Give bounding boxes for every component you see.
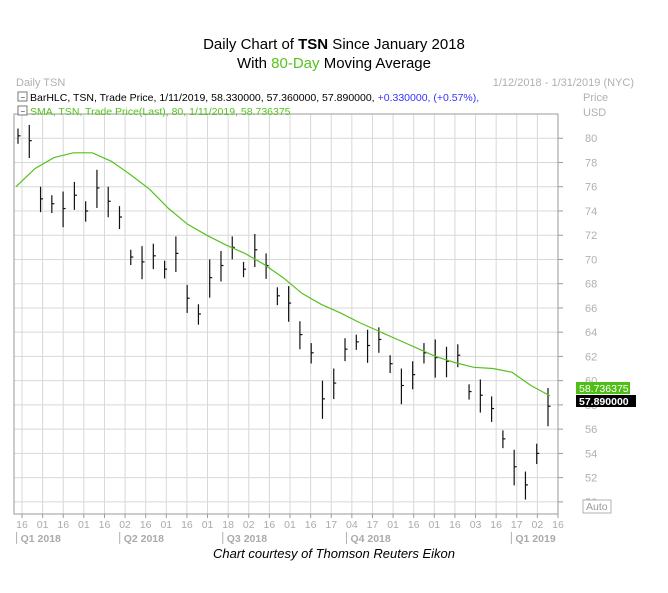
quarter-label: Q1 2019 bbox=[515, 533, 555, 545]
x-tick-label: 16 bbox=[305, 519, 317, 531]
y-tick-label: 56 bbox=[585, 424, 597, 436]
price-axis-label: Price bbox=[583, 92, 608, 104]
x-tick-label: 16 bbox=[99, 519, 111, 531]
x-axis-ticks: 16 01 16 01 16 02 16 01 16 01 18 02 16 01 16 17 04 17 01 16… bbox=[16, 514, 564, 531]
x-tick-label: 16 bbox=[449, 519, 461, 531]
plot-frame bbox=[13, 113, 559, 515]
legend-bar-text: BarHLC, TSN, Trade Price, 1/11/2019, 58.… bbox=[30, 92, 375, 104]
x-tick-label: 16 bbox=[140, 519, 152, 531]
legend-bar-icon bbox=[17, 91, 28, 102]
date-range: 1/12/2018 - 1/31/2019 (NYC) bbox=[493, 77, 634, 89]
legend-bar-change: +0.330000, (+0.57%), bbox=[378, 92, 480, 104]
close-value-text: 57.890000 bbox=[579, 396, 629, 408]
x-tick-label: 17 bbox=[325, 519, 337, 531]
x-tick-label: 01 bbox=[160, 519, 172, 531]
legend-sma-icon bbox=[17, 105, 28, 116]
x-axis-quarters: Q1 2018 Q2 2018 Q3 2018 Q4 2018 Q1 2019 bbox=[16, 532, 556, 545]
y-tick-label: 66 bbox=[585, 303, 597, 315]
auto-scale-label: Auto bbox=[586, 501, 608, 513]
legend-bar-icon-glyph: − bbox=[21, 93, 26, 102]
quarter-label: Q1 2018 bbox=[21, 533, 61, 545]
chart-title-line2: With 80-Day Moving Average bbox=[0, 55, 668, 72]
y-tick-label: 72 bbox=[585, 230, 597, 242]
legend-sma-icon-glyph: − bbox=[21, 107, 26, 116]
quarter-label: Q4 2018 bbox=[350, 533, 390, 545]
x-tick-label: 01 bbox=[78, 519, 90, 531]
x-tick-label: 16 bbox=[264, 519, 276, 531]
x-tick-label: 16 bbox=[57, 519, 69, 531]
x-tick-label: 17 bbox=[511, 519, 523, 531]
sma-line bbox=[15, 152, 551, 397]
x-tick-label: 01 bbox=[37, 519, 49, 531]
y-tick-label: 70 bbox=[585, 254, 597, 266]
y-tick-label: 80 bbox=[585, 133, 597, 145]
chart-credit: Chart courtesy of Thomson Reuters Eikon bbox=[212, 546, 456, 561]
sma-value-text: 58.736375 bbox=[579, 383, 629, 395]
x-tick-label: 16 bbox=[408, 519, 420, 531]
x-tick-label: 01 bbox=[428, 519, 440, 531]
subtitle-highlight: 80-Day bbox=[271, 55, 320, 72]
x-tick-label: 17 bbox=[367, 519, 379, 531]
x-tick-label: 16 bbox=[16, 519, 28, 531]
price-bars bbox=[17, 124, 551, 500]
legend-sma-text: SMA, TSN, Trade Price(Last), 80, 1/11/20… bbox=[30, 106, 291, 118]
title-prefix: Daily Chart of bbox=[203, 36, 299, 53]
x-tick-label: 01 bbox=[202, 519, 214, 531]
x-tick-label: 02 bbox=[119, 519, 131, 531]
sma-value-tag bbox=[576, 382, 630, 394]
quarter-label: Q2 2018 bbox=[124, 533, 164, 545]
title-ticker: TSN bbox=[298, 36, 329, 53]
panel-name: Daily TSN bbox=[16, 77, 65, 89]
x-tick-label: 02 bbox=[532, 519, 544, 531]
title-suffix: Since January 2018 bbox=[328, 36, 465, 53]
y-axis-ticks: 50525456586062646668707274767880 bbox=[558, 133, 597, 509]
y-tick-label: 52 bbox=[585, 473, 597, 485]
currency-label: USD bbox=[583, 107, 606, 119]
grid-lines bbox=[14, 114, 559, 514]
legend-bar-line: BarHLC, TSN, Trade Price, 1/11/2019, 58.… bbox=[30, 92, 479, 104]
x-tick-label: 16 bbox=[552, 519, 564, 531]
auto-scale-button[interactable] bbox=[582, 499, 612, 514]
x-tick-label: 03 bbox=[470, 519, 482, 531]
x-tick-label: 16 bbox=[490, 519, 502, 531]
x-tick-label: 16 bbox=[181, 519, 193, 531]
x-tick-label: 18 bbox=[222, 519, 234, 531]
y-tick-label: 74 bbox=[585, 206, 597, 218]
x-tick-label: 01 bbox=[387, 519, 399, 531]
chart-title-line1: Daily Chart of TSN Since January 2018 bbox=[0, 36, 668, 53]
y-tick-label: 62 bbox=[585, 351, 597, 363]
y-tick-label: 76 bbox=[585, 182, 597, 194]
quarter-label: Q3 2018 bbox=[227, 533, 267, 545]
y-tick-label: 78 bbox=[585, 157, 597, 169]
x-tick-label: 01 bbox=[284, 519, 296, 531]
x-tick-label: 04 bbox=[346, 519, 358, 531]
subtitle-suffix: Moving Average bbox=[319, 55, 431, 72]
x-tick-label: 02 bbox=[243, 519, 255, 531]
y-tick-label: 64 bbox=[585, 327, 597, 339]
subtitle-prefix: With bbox=[237, 55, 272, 72]
y-tick-label: 54 bbox=[585, 448, 597, 460]
close-value-tag bbox=[576, 395, 636, 407]
y-tick-label: 68 bbox=[585, 279, 597, 291]
